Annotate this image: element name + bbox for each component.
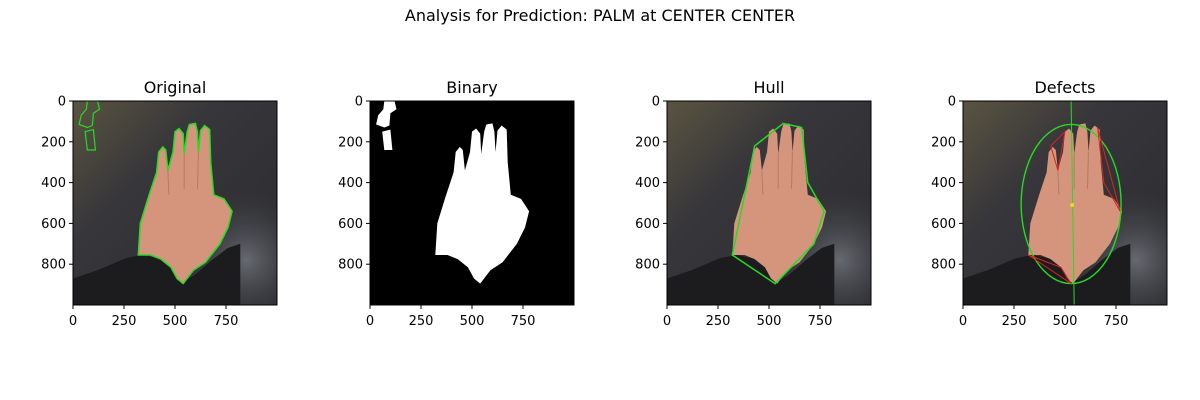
x-tick-label: 500 — [460, 314, 485, 329]
x-tick-label: 500 — [1053, 314, 1078, 329]
x-tick-label: 750 — [808, 314, 833, 329]
panel-image — [73, 101, 277, 305]
y-tick-label: 0 — [355, 95, 363, 110]
panel-image — [667, 101, 871, 305]
panel-binary: Binary 0 250 500 750 0 200 400 600 800 — [338, 78, 575, 329]
y-tick-label: 800 — [41, 258, 66, 273]
panel-image — [370, 101, 574, 305]
y-tick-label: 400 — [41, 176, 66, 191]
panel-title: Binary — [446, 78, 497, 97]
x-tick-label: 750 — [1104, 314, 1129, 329]
y-tick-label: 600 — [931, 217, 956, 232]
x-tick-label: 250 — [706, 314, 731, 329]
y-tick-label: 200 — [41, 135, 66, 150]
x-tick-label: 250 — [1002, 314, 1027, 329]
y-tick-label: 200 — [635, 135, 660, 150]
x-tick-label: 500 — [163, 314, 188, 329]
x-tick-label: 0 — [69, 314, 77, 329]
y-tick-label: 0 — [58, 95, 66, 110]
y-tick-label: 800 — [931, 258, 956, 273]
panel-image — [963, 101, 1167, 305]
panel-original: Original 0 250 500 750 0 200 400 600 800 — [41, 78, 278, 329]
y-tick-label: 600 — [338, 217, 363, 232]
panel-hull: Hull 0 250 500 750 0 200 400 600 800 — [635, 78, 872, 329]
y-tick-label: 600 — [41, 217, 66, 232]
y-tick-label: 800 — [635, 258, 660, 273]
x-tick-label: 0 — [959, 314, 967, 329]
y-tick-label: 400 — [931, 176, 956, 191]
y-tick-label: 200 — [931, 135, 956, 150]
x-tick-label: 0 — [663, 314, 671, 329]
y-tick-label: 0 — [948, 95, 956, 110]
y-tick-label: 200 — [338, 135, 363, 150]
y-tick-label: 400 — [635, 176, 660, 191]
panel-title: Defects — [1034, 78, 1095, 97]
x-tick-label: 500 — [757, 314, 782, 329]
x-tick-label: 250 — [112, 314, 137, 329]
y-tick-label: 800 — [338, 258, 363, 273]
y-tick-label: 600 — [635, 217, 660, 232]
x-tick-label: 750 — [214, 314, 239, 329]
x-tick-label: 750 — [511, 314, 536, 329]
y-tick-label: 0 — [652, 95, 660, 110]
y-tick-label: 400 — [338, 176, 363, 191]
x-tick-label: 250 — [409, 314, 434, 329]
x-tick-label: 0 — [366, 314, 374, 329]
panel-title: Hull — [753, 78, 784, 97]
panel-title: Original — [144, 78, 207, 97]
panel-defects: Defects 0 250 500 750 0 200 400 600 800 — [931, 78, 1168, 329]
figure-title: Analysis for Prediction: PALM at CENTER … — [404, 6, 796, 25]
